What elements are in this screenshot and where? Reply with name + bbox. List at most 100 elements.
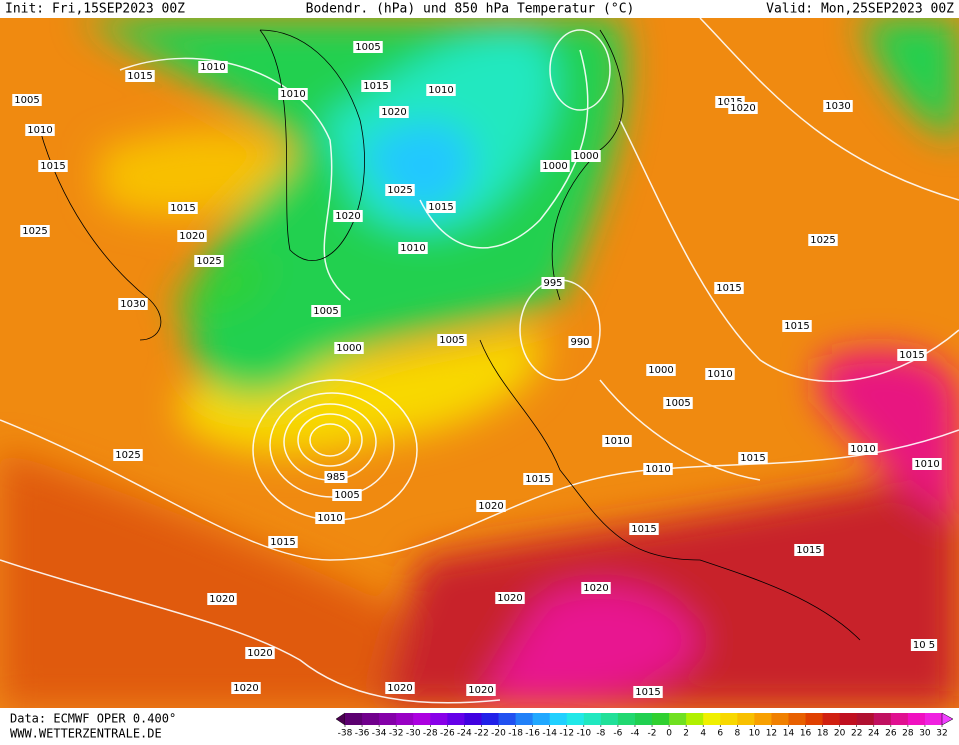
isobar-value: 1020 bbox=[583, 583, 608, 594]
isobar-box bbox=[332, 489, 362, 501]
isobar-box bbox=[848, 443, 878, 455]
isobar-box bbox=[663, 397, 693, 409]
isobar-box bbox=[602, 435, 632, 447]
isobar-label: 1020 bbox=[495, 592, 525, 604]
colorbar-bin bbox=[771, 713, 789, 725]
isobar-label: 1015 bbox=[738, 452, 768, 464]
isobar-box bbox=[168, 202, 198, 214]
isobar-label: 1015 bbox=[361, 80, 391, 92]
site-url: WWW.WETTERZENTRALE.DE bbox=[10, 727, 162, 741]
valid-label: Valid: Mon,25SEP2023 00Z bbox=[766, 2, 954, 17]
colorbar-bin bbox=[617, 713, 636, 725]
colorbar-tick-label: -12 bbox=[559, 729, 574, 739]
isobar-value: 1015 bbox=[525, 474, 550, 485]
colorbar-tick-label: -28 bbox=[423, 729, 438, 739]
isobar-box bbox=[334, 342, 364, 354]
colorbar: -38 -36 -34 -32 -30 -28 -26 -24 -22 -20 -18 -16 -14-… bbox=[335, 712, 954, 739]
isobar-value: 1030 bbox=[825, 101, 850, 112]
isobar-value: 1020 bbox=[233, 683, 258, 694]
isobar-box bbox=[426, 84, 456, 96]
isobar-label: 1025 bbox=[194, 255, 224, 267]
isobar-label: 1020 bbox=[333, 210, 363, 222]
isobar-value: 1010 bbox=[317, 513, 342, 524]
colorbar-bin bbox=[362, 713, 380, 725]
isobar-value: 1010 bbox=[850, 444, 875, 455]
colorbar-bin bbox=[873, 713, 892, 725]
colorbar-bin bbox=[583, 713, 602, 725]
data-source: Data: ECMWF OPER 0.400° bbox=[10, 712, 176, 726]
isobar-label: 1020 bbox=[207, 593, 237, 605]
isobar-value: 1015 bbox=[40, 161, 65, 172]
isobar-value: 1025 bbox=[810, 235, 835, 246]
isobar-label: 1020 bbox=[728, 102, 758, 114]
colorbar-tick-label: -8 bbox=[596, 729, 605, 739]
colorbar-bin bbox=[703, 713, 721, 725]
isobar-box bbox=[714, 282, 744, 294]
colorbar-tick-label: 10 bbox=[749, 729, 761, 739]
isobar-label: 1015 bbox=[426, 201, 456, 213]
isobar-value: 1010 bbox=[400, 243, 425, 254]
isobar-label: 1020 bbox=[466, 684, 496, 696]
colorbar-bin bbox=[856, 713, 875, 725]
colorbar-bin bbox=[788, 713, 807, 725]
isobar-value: 1015 bbox=[363, 81, 388, 92]
colorbar-tick-label: -32 bbox=[389, 729, 404, 739]
colorbar-bin bbox=[839, 713, 858, 725]
colorbar-bin bbox=[907, 713, 926, 725]
isobar-label: 1020 bbox=[177, 230, 207, 242]
isobar-value: 1005 bbox=[439, 335, 464, 346]
map-title: Bodendr. (hPa) und 850 hPa Temperatur (°… bbox=[306, 2, 635, 17]
isobar-value: 1015 bbox=[784, 321, 809, 332]
colorbar-tick-label: -6 bbox=[613, 729, 622, 739]
isobar-label: 1015 bbox=[125, 70, 155, 82]
isobar-label: 1020 bbox=[385, 682, 415, 694]
colorbar-tick-label: -18 bbox=[508, 729, 523, 739]
colorbar-bin bbox=[549, 713, 568, 725]
colorbar-bin bbox=[600, 713, 619, 725]
isobar-value: 1020 bbox=[497, 593, 522, 604]
isobar-value: 1010 bbox=[645, 464, 670, 475]
isobar-label: 1000 bbox=[646, 364, 676, 376]
isobar-label: 1010 bbox=[198, 61, 228, 73]
isobar-value: 1015 bbox=[170, 203, 195, 214]
colorbar-tick-label: 2 bbox=[683, 729, 689, 739]
isobar-box bbox=[897, 349, 927, 361]
colorbar-bin bbox=[924, 713, 943, 725]
isobar-box bbox=[385, 184, 415, 196]
isobar-label: 1015 bbox=[714, 282, 744, 294]
isobar-label: 985 bbox=[324, 471, 348, 483]
isobar-box bbox=[581, 582, 611, 594]
isobar-box bbox=[910, 639, 938, 651]
isobar-box bbox=[643, 463, 673, 475]
isobar-label: 1025 bbox=[113, 449, 143, 461]
isobar-label: 1015 bbox=[523, 473, 553, 485]
isobar-box bbox=[207, 593, 237, 605]
colorbar-tick-label: -22 bbox=[474, 729, 489, 739]
isobar-box bbox=[738, 452, 768, 464]
isobar-box bbox=[541, 277, 565, 289]
colorbar-tick-label: -26 bbox=[440, 729, 455, 739]
isobar-label: 1005 bbox=[353, 41, 383, 53]
isobar-label: 1005 bbox=[12, 94, 42, 106]
isobar-value: 1005 bbox=[14, 95, 39, 106]
colorbar-tick-label: -2 bbox=[648, 729, 657, 739]
colorbar-tick-label: 28 bbox=[902, 729, 914, 739]
isobar-label: 1010 bbox=[848, 443, 878, 455]
isobar-box bbox=[646, 364, 676, 376]
isobar-label: 1025 bbox=[808, 234, 838, 246]
isobar-label: 1020 bbox=[231, 682, 261, 694]
isobar-value: 1010 bbox=[280, 89, 305, 100]
isobar-value: 1020 bbox=[381, 107, 406, 118]
isobar-box bbox=[568, 336, 592, 348]
colorbar-arrow-high bbox=[941, 712, 954, 726]
isobar-label: 1010 bbox=[25, 124, 55, 136]
colorbar-tick-label: 8 bbox=[734, 729, 740, 739]
isobar-box bbox=[398, 242, 428, 254]
isobar-box bbox=[25, 124, 55, 136]
isobar-box bbox=[194, 255, 224, 267]
isobar-label: 1010 bbox=[705, 368, 735, 380]
colorbar-bin bbox=[345, 713, 363, 725]
isobar-box bbox=[629, 523, 659, 535]
colorbar-tick-label: 12 bbox=[766, 729, 777, 739]
